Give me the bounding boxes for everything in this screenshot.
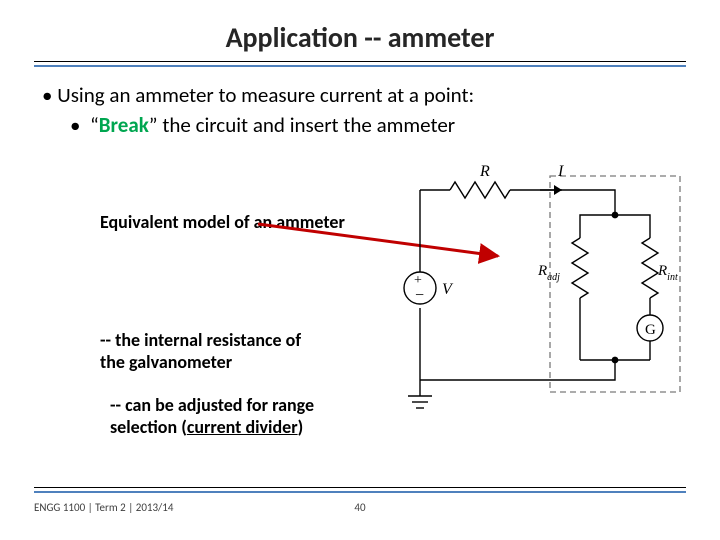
break-word: Break xyxy=(99,112,149,138)
caption-equivalent-model: Equivalent model of an ammeter xyxy=(100,212,345,234)
label-G: G xyxy=(645,322,656,338)
label-Radj: Radj xyxy=(537,263,560,283)
body: Using an ammeter to measure current at a… xyxy=(0,63,720,140)
label-R: R xyxy=(479,163,490,180)
bullet-2-rest: ” the circuit and insert the ammeter xyxy=(149,112,455,138)
circuit-diagram: R I Radj Rint G xyxy=(390,160,690,420)
current-arrow-I: I xyxy=(540,163,564,195)
bullet-list: Using an ammeter to measure current at a… xyxy=(42,81,678,140)
slide: Application -- ammeter Using an ammeter … xyxy=(0,0,720,540)
bullet-list-2: “Break” the circuit and insert the ammet… xyxy=(42,111,678,139)
caption-range-selection: -- can be adjusted for range selection (… xyxy=(110,395,370,438)
bullet-1: Using an ammeter to measure current at a… xyxy=(42,81,678,140)
resistor-R xyxy=(450,182,510,198)
footer-rule xyxy=(34,487,686,488)
wire xyxy=(420,360,615,380)
plus: + xyxy=(414,273,422,288)
wire xyxy=(600,190,615,215)
minus: − xyxy=(415,287,424,304)
bullet-2: “Break” the circuit and insert the ammet… xyxy=(70,111,678,139)
footer-page-number: 40 xyxy=(0,501,720,514)
ground-icon xyxy=(408,380,432,408)
wire xyxy=(580,215,615,238)
caption-internal-resistance: -- the internal resistance of the galvan… xyxy=(100,330,320,373)
current-divider-link: current divider xyxy=(187,416,298,438)
label-V: V xyxy=(442,281,454,298)
title-underline xyxy=(34,61,686,63)
label-I: I xyxy=(557,163,564,180)
open-quote: “ xyxy=(90,112,99,138)
bullet-1-text: Using an ammeter to measure current at a… xyxy=(57,82,474,108)
resistor-Radj xyxy=(572,238,588,298)
wire xyxy=(615,215,650,238)
title-wrap: Application -- ammeter xyxy=(0,0,720,55)
label-Rint: Rint xyxy=(657,263,678,283)
slide-title: Application -- ammeter xyxy=(226,20,495,55)
resistor-Rint xyxy=(642,238,658,298)
caption-radj-post: ) xyxy=(298,416,304,438)
